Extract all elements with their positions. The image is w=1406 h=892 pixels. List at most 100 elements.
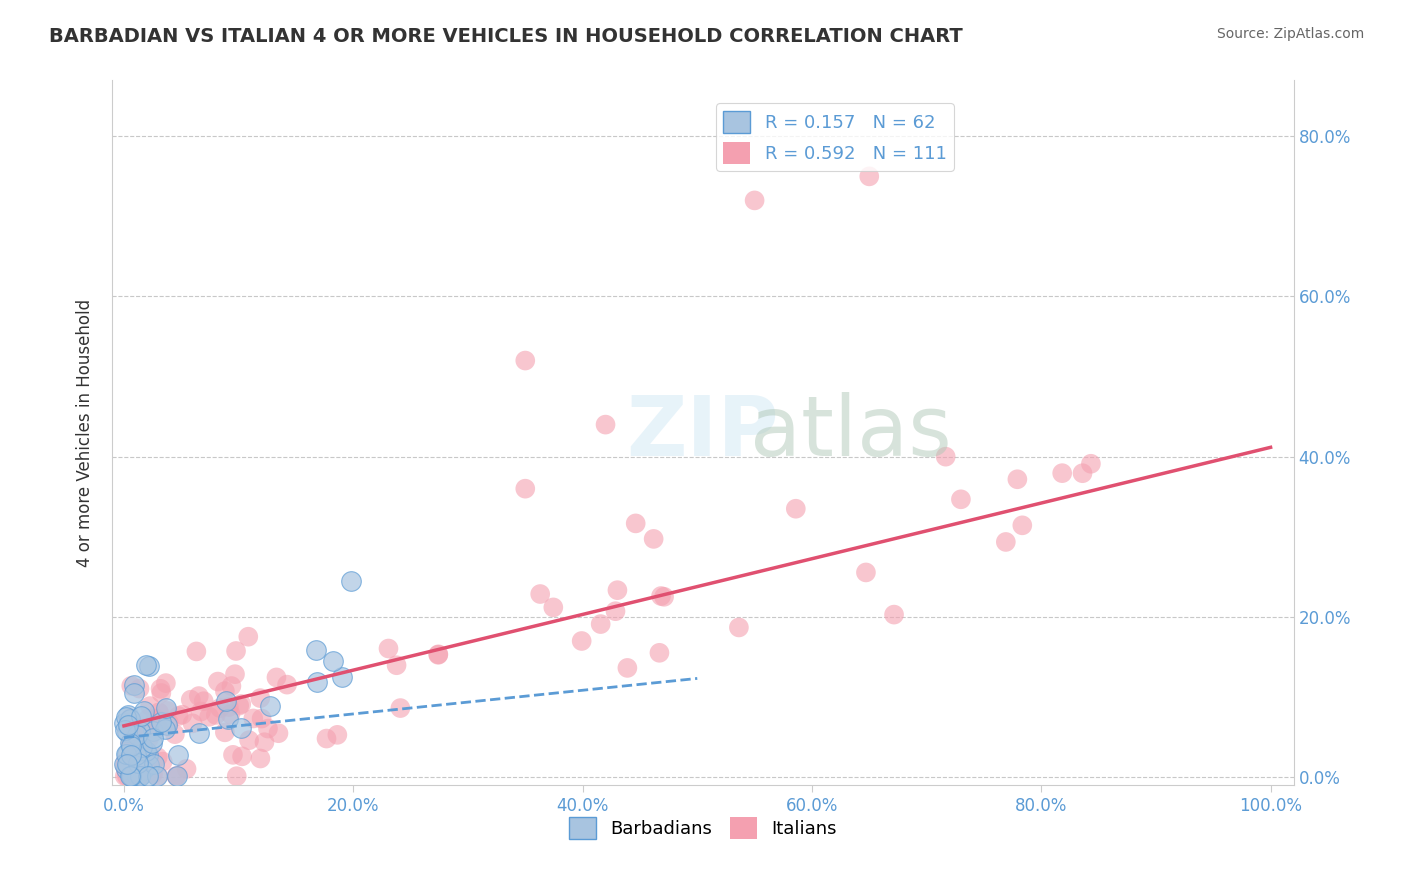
Point [166, 769, 188, 783]
Point [146, 750, 169, 764]
Point [115, 725, 138, 739]
Point [155, 701, 177, 715]
Point [122, 723, 145, 738]
Point [125, 745, 148, 759]
Point [132, 764, 155, 778]
Point [529, 587, 551, 601]
Point [250, 712, 273, 726]
Point [146, 769, 169, 783]
Point [115, 757, 138, 772]
Point [138, 658, 160, 673]
Point [543, 600, 565, 615]
Point [138, 758, 160, 772]
Point [728, 620, 751, 634]
Point [114, 710, 136, 724]
Point [118, 712, 141, 726]
Point [858, 169, 880, 184]
Point [222, 747, 245, 762]
Point [138, 731, 160, 746]
Point [156, 718, 179, 732]
Point [176, 762, 198, 776]
Point [389, 701, 412, 715]
Point [648, 646, 671, 660]
Point [855, 566, 877, 580]
Point [180, 692, 202, 706]
Point [120, 679, 142, 693]
Point [142, 723, 165, 738]
Point [142, 767, 165, 781]
Text: BARBADIAN VS ITALIAN 4 OR MORE VEHICLES IN HOUSEHOLD CORRELATION CHART: BARBADIAN VS ITALIAN 4 OR MORE VEHICLES … [49, 27, 963, 45]
Point [163, 727, 186, 741]
Point [114, 762, 136, 776]
Point [122, 678, 145, 692]
Point [121, 723, 143, 737]
Point [117, 718, 139, 732]
Point [135, 750, 157, 764]
Point [571, 634, 593, 648]
Point [166, 769, 188, 783]
Point [253, 735, 276, 749]
Point [121, 769, 143, 783]
Point [153, 722, 176, 736]
Point [339, 574, 361, 588]
Point [149, 681, 172, 696]
Point [1050, 466, 1073, 480]
Point [377, 641, 399, 656]
Point [115, 747, 138, 762]
Point [322, 654, 344, 668]
Point [117, 762, 139, 776]
Point [152, 755, 174, 769]
Point [142, 731, 165, 745]
Point [114, 755, 136, 769]
Point [143, 757, 166, 772]
Point [427, 648, 450, 662]
Point [148, 721, 170, 735]
Point [120, 739, 142, 754]
Point [785, 501, 807, 516]
Point [134, 723, 156, 738]
Point [150, 715, 173, 730]
Point [215, 694, 238, 708]
Point [643, 532, 665, 546]
Point [131, 739, 153, 753]
Point [120, 739, 142, 753]
Point [315, 731, 337, 746]
Point [146, 769, 169, 783]
Point [238, 733, 260, 747]
Text: Source: ZipAtlas.com: Source: ZipAtlas.com [1216, 27, 1364, 41]
Point [132, 704, 155, 718]
Point [136, 747, 159, 762]
Point [120, 735, 142, 749]
Point [218, 700, 240, 714]
Point [120, 736, 142, 750]
Point [120, 711, 142, 725]
Point [224, 667, 246, 681]
Point [167, 709, 190, 723]
Point [209, 701, 232, 715]
Point [127, 756, 149, 770]
Point [994, 535, 1017, 549]
Point [181, 716, 204, 731]
Point [167, 748, 190, 763]
Point [883, 607, 905, 622]
Point [307, 674, 329, 689]
Point [207, 674, 229, 689]
Point [276, 678, 298, 692]
Point [135, 744, 157, 758]
Point [132, 762, 155, 776]
Point [150, 686, 173, 700]
Point [205, 708, 228, 723]
Point [385, 658, 408, 673]
Point [935, 450, 957, 464]
Point [120, 747, 142, 762]
Point [219, 707, 242, 722]
Point [128, 769, 150, 783]
Point [193, 694, 215, 708]
Point [115, 769, 138, 783]
Legend: Barbadians, Italians: Barbadians, Italians [561, 810, 845, 847]
Point [127, 769, 149, 783]
Point [652, 590, 675, 604]
Point [515, 353, 537, 368]
Point [326, 728, 349, 742]
Point [624, 516, 647, 531]
